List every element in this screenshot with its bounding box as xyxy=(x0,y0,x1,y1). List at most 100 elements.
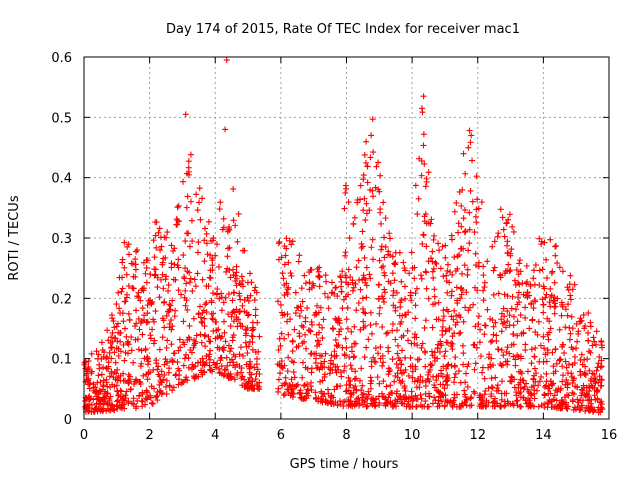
data-point xyxy=(482,387,489,394)
data-point xyxy=(512,362,519,369)
data-point xyxy=(115,353,122,360)
data-point xyxy=(551,297,558,304)
data-point xyxy=(108,355,115,362)
data-point xyxy=(143,264,150,271)
data-point xyxy=(206,356,213,363)
data-point xyxy=(220,224,227,231)
data-point xyxy=(495,230,502,237)
data-point xyxy=(143,257,150,264)
data-point xyxy=(191,337,198,344)
data-point xyxy=(119,285,126,292)
data-point xyxy=(377,355,384,362)
data-point xyxy=(525,388,532,395)
data-point xyxy=(380,263,387,270)
data-point xyxy=(322,272,329,279)
data-point xyxy=(370,149,377,156)
data-point xyxy=(402,354,409,361)
data-point xyxy=(542,294,549,301)
data-point xyxy=(225,245,232,252)
data-point xyxy=(570,406,577,413)
data-point xyxy=(412,302,419,309)
data-point xyxy=(358,397,365,404)
data-point xyxy=(224,373,231,380)
data-point xyxy=(183,351,190,358)
data-point xyxy=(505,216,512,223)
data-point xyxy=(230,359,237,366)
data-point xyxy=(137,297,144,304)
data-point xyxy=(459,342,466,349)
data-point xyxy=(127,386,134,393)
data-point xyxy=(490,267,497,274)
data-point xyxy=(291,383,298,390)
data-point xyxy=(504,358,511,365)
data-point xyxy=(253,361,260,368)
data-point xyxy=(279,270,286,277)
data-point xyxy=(82,358,89,365)
data-point xyxy=(591,406,598,413)
data-point xyxy=(540,309,547,316)
data-point xyxy=(130,273,137,280)
data-point xyxy=(422,349,429,356)
data-point xyxy=(317,352,324,359)
data-point xyxy=(504,308,511,315)
data-point xyxy=(379,362,386,369)
data-point xyxy=(115,374,122,381)
data-point xyxy=(431,293,438,300)
data-point xyxy=(376,304,383,311)
data-point xyxy=(579,389,586,396)
data-point xyxy=(361,354,368,361)
data-point xyxy=(143,319,150,326)
data-point xyxy=(490,323,497,330)
data-point xyxy=(350,284,357,291)
data-point xyxy=(480,287,487,294)
data-point xyxy=(367,154,374,161)
data-point xyxy=(107,344,114,351)
data-point xyxy=(418,157,425,164)
data-point xyxy=(357,326,364,333)
data-point xyxy=(222,126,229,133)
data-point xyxy=(123,294,130,301)
data-point xyxy=(466,402,473,409)
data-point xyxy=(285,386,292,393)
data-point xyxy=(175,381,182,388)
data-point xyxy=(186,322,193,329)
data-point xyxy=(389,270,396,277)
data-point xyxy=(117,348,124,355)
data-point xyxy=(197,359,204,366)
data-point xyxy=(425,369,432,376)
data-point xyxy=(580,397,587,404)
data-point xyxy=(593,388,600,395)
data-point xyxy=(396,312,403,319)
data-point xyxy=(363,294,370,301)
data-point xyxy=(335,366,342,373)
data-point xyxy=(465,360,472,367)
data-point xyxy=(111,324,118,331)
data-point xyxy=(547,303,554,310)
data-point xyxy=(396,393,403,400)
data-point xyxy=(234,323,241,330)
data-point xyxy=(578,351,585,358)
data-point xyxy=(413,403,420,410)
data-point xyxy=(397,367,404,374)
data-point xyxy=(417,272,424,279)
data-point xyxy=(592,396,599,403)
data-point xyxy=(150,385,157,392)
data-point xyxy=(278,330,285,337)
data-point xyxy=(201,323,208,330)
data-point xyxy=(574,396,581,403)
data-point xyxy=(216,370,223,377)
data-point xyxy=(559,268,566,275)
data-point xyxy=(571,360,578,367)
data-point xyxy=(425,295,432,302)
data-point xyxy=(429,268,436,275)
data-point xyxy=(419,403,426,410)
data-point xyxy=(389,403,396,410)
data-point xyxy=(451,254,458,261)
data-point xyxy=(173,221,180,228)
data-point xyxy=(276,370,283,377)
data-point xyxy=(121,239,128,246)
data-point xyxy=(545,336,552,343)
data-point xyxy=(574,338,581,345)
data-point xyxy=(590,334,597,341)
data-point xyxy=(548,270,555,277)
